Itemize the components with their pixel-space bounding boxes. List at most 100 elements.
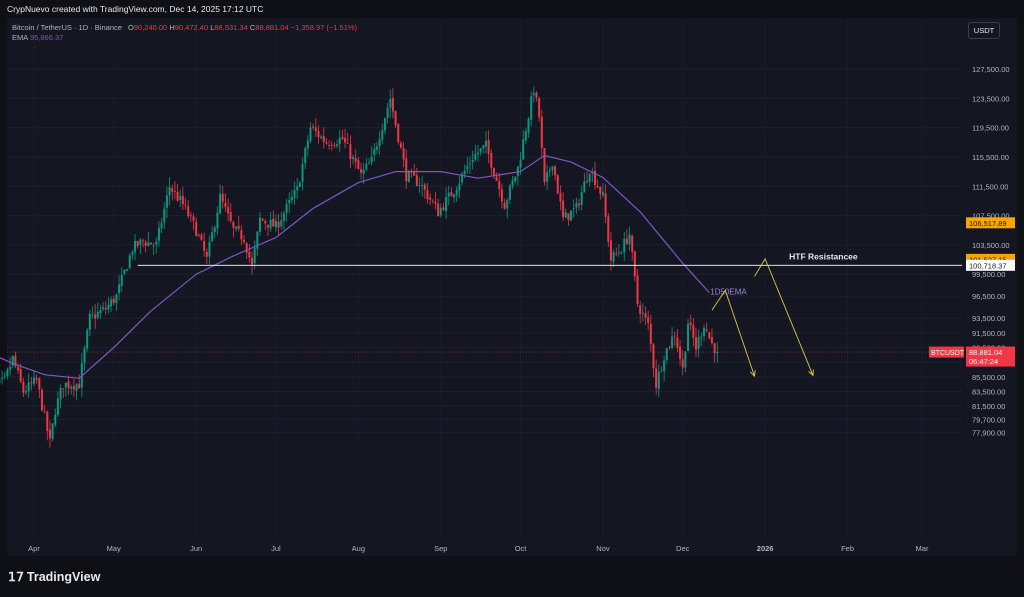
time-tick-label: Aug <box>352 544 365 553</box>
candle-body <box>599 186 602 194</box>
candle-body <box>336 144 339 147</box>
time-tick-label: Feb <box>841 544 854 553</box>
candle-body <box>695 337 698 350</box>
htf-resistance-label: HTF Resistancee <box>789 251 858 261</box>
candle-body <box>506 199 509 209</box>
legend-h-label: H <box>169 23 175 32</box>
candle-body <box>556 175 559 194</box>
candle-body <box>620 253 623 254</box>
candle-body <box>349 144 352 159</box>
candle-body <box>631 235 634 252</box>
legend-open: 90,240.00 <box>133 23 168 32</box>
candle-body <box>665 348 668 361</box>
candle-body <box>389 99 392 108</box>
candle-body <box>317 130 320 138</box>
candle-body <box>104 308 107 310</box>
candle-body <box>423 184 426 190</box>
price-tag-bg <box>966 355 1015 367</box>
symbol-tag: BTCUSDT <box>931 350 965 357</box>
candle-body <box>67 381 70 388</box>
candle-body <box>710 337 713 344</box>
price-tick-label: 85,500.00 <box>972 373 1005 382</box>
candle-body <box>615 253 618 255</box>
chart-credit: CrypNuevo created with TradingView.com, … <box>0 0 1024 18</box>
projection-arrowhead <box>749 370 756 378</box>
price-tick-label: 91,500.00 <box>972 329 1005 338</box>
candle-body <box>360 169 363 173</box>
candle-body <box>716 352 719 354</box>
candle-body <box>604 193 607 217</box>
candle-body <box>25 391 28 393</box>
tradingview-logo[interactable]: 𝟣𝟩 TradingView <box>8 569 100 584</box>
candle-body <box>309 127 312 141</box>
candle-body <box>684 351 687 368</box>
candle-body <box>19 368 22 382</box>
candle-body <box>179 196 182 200</box>
candle-body <box>33 377 35 384</box>
candle-body <box>575 203 578 208</box>
price-tag: 106,517.89 <box>969 219 1007 228</box>
candle-body <box>679 346 682 359</box>
candle-body <box>96 311 99 318</box>
candle-body <box>495 176 498 182</box>
legend-c-label: C <box>249 23 256 32</box>
candle-body <box>601 192 604 196</box>
candle-body <box>530 96 533 120</box>
candle-body <box>588 173 591 183</box>
candle-body <box>149 242 152 245</box>
price-tick-label: 79,700.00 <box>972 415 1005 424</box>
candle-body <box>543 147 546 183</box>
candle-body <box>559 193 562 202</box>
candle-body <box>479 148 482 153</box>
candle-body <box>463 170 466 174</box>
candle-body <box>120 274 123 286</box>
candle-body <box>304 148 307 164</box>
time-tick-label: May <box>107 544 121 553</box>
candles <box>0 86 719 448</box>
candle-body <box>415 175 418 186</box>
candle-body <box>253 247 256 264</box>
candle-body <box>508 185 511 200</box>
currency-button[interactable]: USDT <box>968 22 1000 39</box>
candle-body <box>668 346 671 348</box>
candle-body <box>115 294 118 304</box>
candle-body <box>413 171 416 176</box>
candle-body <box>421 185 424 187</box>
time-tick-label: Jun <box>190 544 202 553</box>
candle-body <box>43 411 46 413</box>
candle-body <box>426 190 429 200</box>
ema-50-line <box>0 154 710 379</box>
chart-panel[interactable] <box>7 18 1017 556</box>
candle-body <box>157 227 160 241</box>
candle-body <box>492 168 495 176</box>
legend-ema-label: EMA <box>12 33 28 42</box>
candle-body <box>641 312 644 314</box>
ema-line: 1D50EMA <box>0 154 747 379</box>
candle-body <box>453 194 456 198</box>
candle-body <box>519 159 522 168</box>
candle-body <box>490 153 493 168</box>
candle-body <box>381 129 384 140</box>
candle-body <box>663 360 666 372</box>
candle-body <box>397 124 400 143</box>
candle-body <box>269 219 272 229</box>
candle-body <box>134 240 137 253</box>
candle-body <box>378 139 381 147</box>
candle-body <box>514 176 517 182</box>
candle-body <box>705 329 708 332</box>
candle-body <box>91 313 94 315</box>
candle-body <box>288 199 291 204</box>
candle-body <box>655 368 658 388</box>
candle-body <box>612 252 615 262</box>
candle-body <box>296 186 299 191</box>
candle-body <box>245 243 248 253</box>
candle-body <box>88 313 91 331</box>
candle-body <box>139 239 142 245</box>
legend-ema-row: EMA 95,866.37 <box>12 33 357 43</box>
candle-body <box>62 388 65 390</box>
candle-body <box>102 307 105 309</box>
time-tick-label: Nov <box>596 544 610 553</box>
candle-body <box>617 252 620 254</box>
candle-body <box>437 203 440 217</box>
